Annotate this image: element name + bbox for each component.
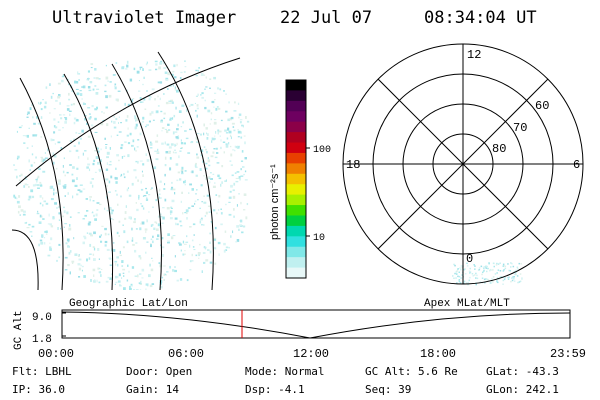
colorbar-swatch bbox=[286, 225, 306, 237]
x-tick-label: 00:00 bbox=[38, 347, 74, 361]
seq-status: Seq: 39 bbox=[365, 383, 412, 396]
hour-label-0: 0 bbox=[466, 252, 473, 266]
colorbar-unit-label: photon cm⁻²s⁻¹ bbox=[269, 164, 281, 240]
colorbar-swatch bbox=[286, 80, 306, 92]
timeline-right-title: Apex MLat/MLT bbox=[424, 298, 510, 310]
colorbar-tick-label: 10 bbox=[313, 233, 325, 244]
colorbar-swatch bbox=[286, 246, 306, 258]
observation-time: 08:34:04 UT bbox=[424, 8, 537, 28]
lat-label-70: 70 bbox=[513, 121, 527, 135]
gain-status: Gain: 14 bbox=[126, 383, 179, 396]
mode-status: Mode: Normal bbox=[245, 365, 325, 378]
hour-label-6: 6 bbox=[573, 158, 580, 172]
y-tick-label: 1.8 bbox=[32, 334, 52, 346]
colorbar-swatch bbox=[286, 121, 306, 133]
polar-emission-speckles bbox=[452, 262, 523, 286]
longitude-line bbox=[19, 77, 64, 290]
x-tick-label: 06:00 bbox=[168, 347, 204, 361]
polar-axis bbox=[377, 78, 549, 250]
glat-status: GLat: -43.3 bbox=[486, 365, 559, 378]
colorbar-swatch bbox=[286, 100, 306, 112]
colorbar-swatch bbox=[286, 90, 306, 102]
colorbar-swatch bbox=[286, 163, 306, 175]
colorbar-swatch bbox=[286, 132, 306, 144]
observation-date: 22 Jul 07 bbox=[280, 8, 373, 28]
colorbar-swatch bbox=[286, 152, 306, 164]
glon-status: GLon: 242.1 bbox=[486, 383, 559, 396]
longitude-line bbox=[12, 229, 39, 290]
ip-status: IP: 36.0 bbox=[12, 383, 65, 396]
colorbar-swatch bbox=[286, 173, 306, 185]
colorbar-frame bbox=[285, 79, 307, 279]
colorbar-swatch bbox=[286, 257, 306, 269]
colorbar-swatch bbox=[286, 142, 306, 154]
latitude-line bbox=[15, 57, 241, 187]
x-tick-label: 18:00 bbox=[420, 347, 456, 361]
altitude-curve bbox=[61, 311, 571, 339]
colorbar-swatch bbox=[286, 184, 306, 196]
filter-status: Flt: LBHL bbox=[12, 365, 72, 378]
dsp-status: Dsp: -4.1 bbox=[245, 383, 305, 396]
y-tick-label: 9.0 bbox=[32, 312, 52, 324]
x-tick-label: 23:59 bbox=[550, 347, 586, 361]
lat-label-60: 60 bbox=[535, 99, 549, 113]
timeline-left-title: Geographic Lat/Lon bbox=[69, 298, 188, 310]
longitude-line bbox=[63, 73, 114, 290]
polar-mlt-plot: 12 18 6 0 60 70 80 bbox=[342, 43, 584, 286]
lat-label-80: 80 bbox=[492, 142, 506, 156]
uv-emission-speckles bbox=[13, 60, 250, 290]
colorbar-swatch bbox=[286, 111, 306, 123]
colorbar-swatch bbox=[286, 205, 306, 217]
instrument-title: Ultraviolet Imager bbox=[52, 8, 237, 28]
orbit-timeline: Geographic Lat/Lon Apex MLat/MLT GC Alt … bbox=[13, 298, 586, 361]
hour-label-12: 12 bbox=[467, 48, 481, 62]
colorbar-swatch bbox=[286, 236, 306, 248]
timeline-ylabel: GC Alt bbox=[13, 310, 25, 350]
longitude-line bbox=[111, 63, 162, 290]
colorbar-swatch bbox=[286, 194, 306, 206]
timeline-frame bbox=[61, 309, 571, 339]
door-status: Door: Open bbox=[126, 365, 193, 378]
colorbar: 100 10 photon cm⁻²s⁻¹ bbox=[269, 79, 331, 279]
gc-alt-status: GC Alt: 5.6 Re bbox=[365, 365, 458, 378]
colorbar-gradient bbox=[286, 80, 306, 279]
geographic-image-panel bbox=[12, 51, 250, 290]
hour-label-18: 18 bbox=[346, 158, 360, 172]
colorbar-swatch bbox=[286, 267, 306, 279]
x-tick-label: 12:00 bbox=[293, 347, 329, 361]
longitude-line bbox=[157, 51, 214, 290]
colorbar-swatch bbox=[286, 215, 306, 227]
colorbar-tick-label: 100 bbox=[313, 145, 331, 156]
